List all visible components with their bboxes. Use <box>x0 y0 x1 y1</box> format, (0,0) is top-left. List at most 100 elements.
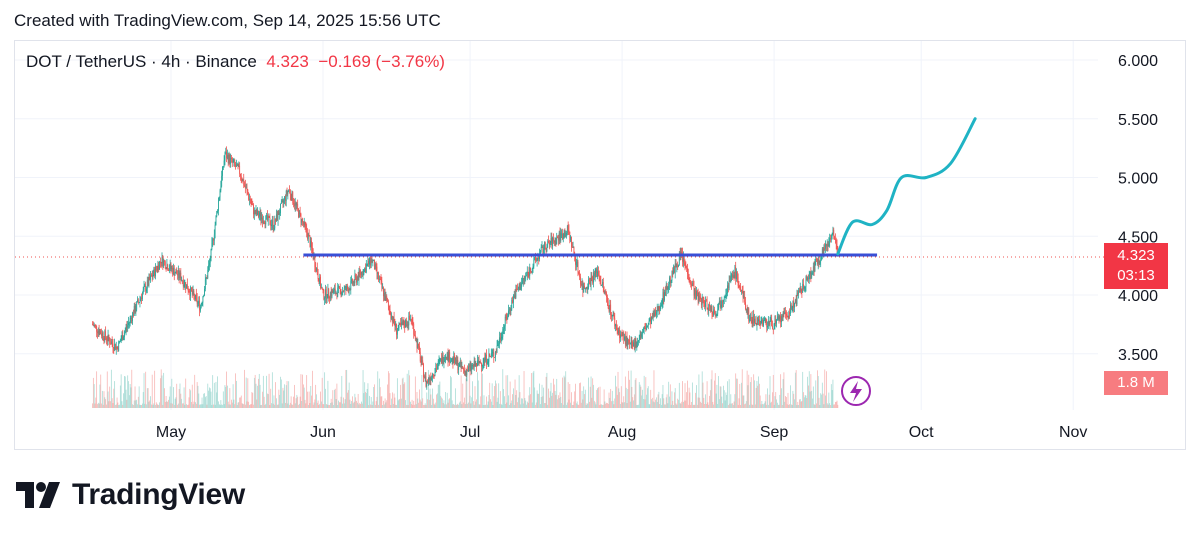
candle <box>543 244 545 255</box>
candle <box>232 158 234 163</box>
volume-bar <box>381 396 383 408</box>
candle <box>263 220 265 225</box>
candle <box>637 337 639 348</box>
volume-bar <box>323 404 325 408</box>
candle <box>627 337 629 350</box>
candle <box>255 204 257 217</box>
volume-bar <box>495 380 496 408</box>
candle <box>191 286 193 298</box>
volume-bar <box>713 404 715 408</box>
y-tick-label: 4.000 <box>1118 288 1158 305</box>
volume-bar <box>241 403 243 408</box>
candle <box>748 307 750 324</box>
chart-frame[interactable] <box>14 40 1186 450</box>
volume-bar <box>570 402 572 408</box>
volume-bar <box>557 399 558 408</box>
candle <box>320 283 322 289</box>
candle <box>725 288 727 302</box>
volume-bar <box>177 403 179 408</box>
volume-bar <box>302 374 303 408</box>
volume-bar <box>395 404 397 408</box>
candle <box>704 300 706 310</box>
candle <box>517 283 518 291</box>
volume-bar <box>412 404 414 408</box>
time-axis[interactable]: May Jun Jul Aug Sep Oct Nov <box>156 424 1088 441</box>
candle <box>214 221 216 239</box>
volume-bar <box>718 399 720 408</box>
candle <box>810 267 812 283</box>
candle <box>589 277 590 285</box>
volume-bar <box>466 379 468 408</box>
volume-bar <box>173 404 175 408</box>
candle <box>730 271 732 284</box>
volume-bar <box>308 391 310 408</box>
volume-bar <box>830 384 832 408</box>
volume-bar <box>128 395 130 408</box>
volume-bar <box>384 398 386 408</box>
candle <box>633 338 635 351</box>
volume-bar <box>109 386 111 408</box>
volume-bar <box>642 389 643 408</box>
candle <box>794 302 795 313</box>
symbol-label[interactable]: DOT / TetherUS · 4h · Binance <box>26 52 257 71</box>
candle <box>383 286 384 302</box>
volume-bar <box>670 404 672 408</box>
volume-bar <box>703 397 705 408</box>
volume-bar <box>213 404 214 408</box>
y-tick-label: 4.500 <box>1118 229 1158 246</box>
volume-bar <box>453 403 455 408</box>
candle <box>335 290 337 295</box>
volume-bar <box>396 404 397 408</box>
volume-bar <box>231 399 232 408</box>
volume-bar <box>729 403 731 408</box>
volume-bar <box>280 376 281 408</box>
volume-bar <box>718 376 719 408</box>
volume-bar <box>831 390 833 408</box>
candle <box>703 296 705 308</box>
volume-bar <box>799 399 800 408</box>
x-tick-label: Sep <box>760 424 789 441</box>
volume-bar <box>321 377 323 408</box>
volume-bar <box>742 395 744 408</box>
projection-curve[interactable] <box>836 117 977 256</box>
candle <box>401 317 402 330</box>
volume-bar <box>638 404 639 408</box>
volume-bar <box>538 393 540 408</box>
candle <box>406 320 408 329</box>
candle <box>338 286 340 289</box>
candle <box>213 237 214 246</box>
candle <box>298 209 300 218</box>
candle <box>621 329 623 341</box>
candle <box>536 257 538 267</box>
y-tick-label: 5.500 <box>1118 112 1158 129</box>
candle <box>659 305 661 315</box>
candle <box>811 270 813 279</box>
candle <box>459 357 461 368</box>
candle <box>481 362 482 372</box>
tradingview-logo[interactable]: TradingView <box>16 478 245 512</box>
candle <box>684 259 686 271</box>
candle <box>380 274 382 285</box>
volume-bar <box>564 377 566 408</box>
candle <box>655 306 657 317</box>
candle <box>829 233 831 248</box>
volume-bar <box>599 386 601 408</box>
candle <box>638 340 639 346</box>
candle <box>602 278 603 288</box>
lightning-icon[interactable] <box>841 376 871 406</box>
volume-bar <box>406 373 408 408</box>
volume-bar <box>513 404 515 408</box>
candle <box>535 257 537 262</box>
volume-bar <box>503 389 505 408</box>
candle <box>224 151 226 166</box>
candle <box>470 361 472 376</box>
candle <box>534 256 536 261</box>
candle <box>198 296 200 307</box>
candle <box>419 342 420 354</box>
candle <box>575 258 577 271</box>
volume-bar <box>541 384 543 408</box>
candle <box>144 283 146 288</box>
volume-bar <box>274 404 276 408</box>
